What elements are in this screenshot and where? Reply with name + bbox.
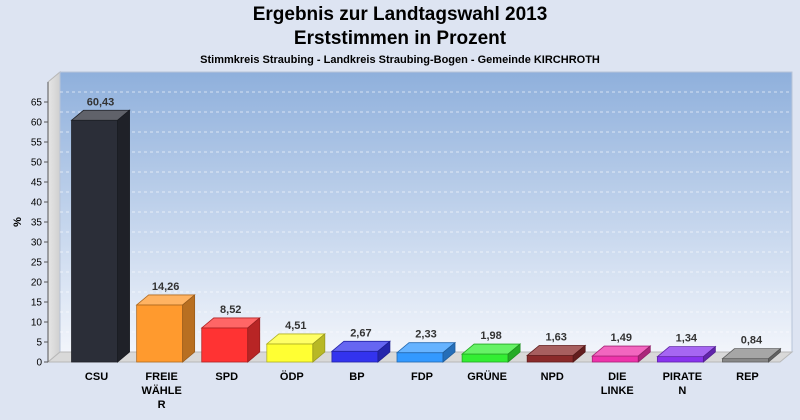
category-label: FREIE <box>145 371 177 383</box>
bar-8 <box>591 355 639 363</box>
data-label: 8,52 <box>220 304 241 316</box>
category-label: N <box>678 385 686 397</box>
data-label: 1,34 <box>676 333 698 345</box>
data-label: 0,84 <box>741 335 763 347</box>
bar-0 <box>71 119 118 363</box>
y-tick-label: 15 <box>31 298 43 309</box>
category-label: ÖDP <box>280 370 304 383</box>
category-label: SPD <box>215 371 238 383</box>
category-label: NPD <box>541 371 564 383</box>
y-tick-label: 30 <box>31 238 43 249</box>
bar-side-3 <box>312 333 326 363</box>
bar-side-9 <box>702 345 716 363</box>
category-label: DIE <box>608 371 626 383</box>
bar-6 <box>461 353 509 363</box>
y-tick-label: 40 <box>31 198 43 209</box>
chart-subtitle: Stimmkreis Straubing - Landkreis Straubi… <box>200 54 600 66</box>
y-tick-label: 0 <box>36 358 42 369</box>
bar-9 <box>656 356 704 363</box>
chart-title: Ergebnis zur Landtagswahl 2013 <box>252 4 548 25</box>
bar-10 <box>722 358 769 363</box>
category-label: LINKE <box>601 385 634 397</box>
category-label: R <box>158 399 166 411</box>
category-label: FDP <box>411 371 433 383</box>
category-label: WÄHLE <box>141 384 181 397</box>
bar-1 <box>136 304 184 363</box>
bar-side-5 <box>442 341 456 363</box>
y-tick-label: 10 <box>31 318 43 329</box>
data-label: 14,26 <box>152 281 180 293</box>
data-label: 1,63 <box>545 331 566 343</box>
data-label: 1,49 <box>611 332 632 344</box>
bar-3 <box>266 343 314 363</box>
y-tick-label: 55 <box>31 138 43 149</box>
chart-title-line2: Erststimmen in Prozent <box>293 28 507 49</box>
bar-side-4 <box>377 340 391 363</box>
bar-side-2 <box>247 317 261 363</box>
data-label: 2,67 <box>350 327 371 339</box>
chart-side-wall <box>47 70 61 364</box>
data-label: 4,51 <box>285 320 306 332</box>
category-label: PIRATE <box>663 371 703 383</box>
category-label: CSU <box>85 371 108 383</box>
bar-2 <box>201 327 249 363</box>
bar-7 <box>526 355 574 363</box>
y-tick-label: 20 <box>31 278 43 289</box>
bar-side-10 <box>768 347 781 363</box>
bar-side-1 <box>182 294 196 363</box>
category-label: BP <box>349 371 364 383</box>
y-tick-label: 65 <box>31 98 43 109</box>
y-axis-label: % <box>12 217 24 227</box>
bar-side-0 <box>117 109 130 363</box>
y-tick-label: 45 <box>31 178 43 189</box>
bar-side-8 <box>637 345 651 363</box>
data-label: 2,33 <box>415 329 436 341</box>
bar-side-6 <box>507 343 521 363</box>
y-tick-label: 60 <box>31 118 43 129</box>
bar-side-7 <box>572 344 586 363</box>
y-tick-label: 25 <box>31 258 43 269</box>
y-tick-label: 5 <box>36 338 42 349</box>
data-label: 60,43 <box>87 96 115 108</box>
bar-5 <box>396 352 444 363</box>
data-label: 1,98 <box>480 330 501 342</box>
y-tick-label: 50 <box>31 158 43 169</box>
y-tick-label: 35 <box>31 218 43 229</box>
category-label: GRÜNE <box>467 370 507 383</box>
bar-4 <box>331 350 379 363</box>
category-label: REP <box>736 371 759 383</box>
